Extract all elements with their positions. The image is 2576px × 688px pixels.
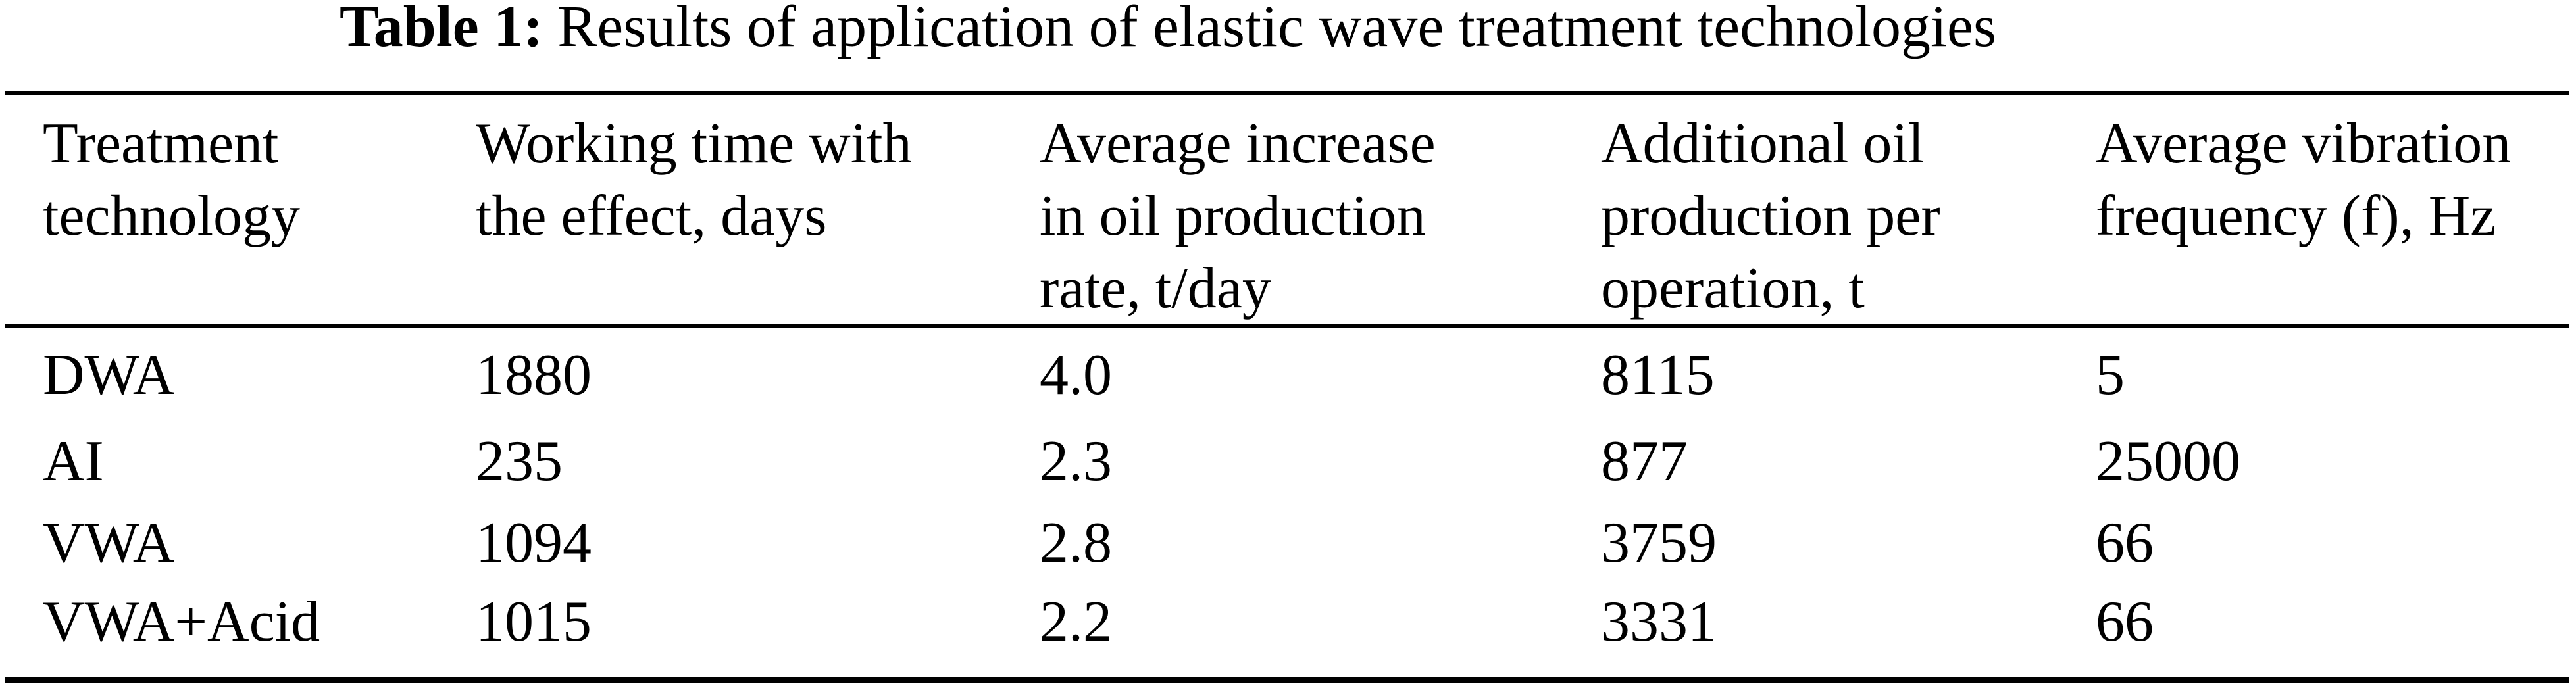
column-header-additional-oil: Additional oil production per operation,…: [1601, 108, 1940, 325]
header-line: operation, t: [1601, 257, 1865, 320]
header-line: in oil production: [1040, 184, 1426, 248]
caption-text: Results of application of elastic wave t…: [557, 0, 1997, 59]
table-top-rule: [5, 91, 2569, 95]
table-cell-working-time: 235: [476, 430, 563, 493]
header-line: the effect, days: [476, 184, 827, 248]
header-line: Treatment: [43, 112, 279, 176]
table-cell-frequency: 66: [2096, 511, 2154, 575]
table-cell-frequency: 66: [2096, 590, 2154, 654]
table-cell-technology: DWA: [43, 343, 175, 407]
table-cell-technology: AI: [43, 430, 104, 493]
header-line: Average increase: [1040, 112, 1436, 176]
table-header-rule: [5, 324, 2569, 328]
table-cell-avg-increase: 2.2: [1040, 590, 1112, 654]
table-cell-working-time: 1094: [476, 511, 592, 575]
table-cell-avg-increase: 4.0: [1040, 343, 1112, 407]
column-header-vibration-frequency: Average vibration frequency (f), Hz: [2096, 108, 2511, 253]
header-line: Working time with: [476, 112, 912, 176]
table-cell-additional-oil: 877: [1601, 430, 1688, 493]
header-line: rate, t/day: [1040, 257, 1271, 320]
table-cell-avg-increase: 2.8: [1040, 511, 1112, 575]
table-caption: Table 1: Results of application of elasti…: [0, 0, 2336, 63]
table-cell-additional-oil: 8115: [1601, 343, 1715, 407]
table-cell-technology: VWA+Acid: [43, 590, 320, 654]
table-cell-additional-oil: 3759: [1601, 511, 1717, 575]
table-cell-additional-oil: 3331: [1601, 590, 1717, 654]
header-line: Additional oil: [1601, 112, 1925, 176]
column-header-treatment-technology: Treatment technology: [43, 108, 300, 253]
caption-label: Table 1:: [339, 0, 543, 59]
table-cell-working-time: 1015: [476, 590, 592, 654]
table-cell-frequency: 25000: [2096, 430, 2240, 493]
table-cell-working-time: 1880: [476, 343, 592, 407]
column-header-working-time: Working time with the effect, days: [476, 108, 912, 253]
table-bottom-rule: [5, 677, 2569, 683]
column-header-average-increase: Average increase in oil production rate,…: [1040, 108, 1436, 325]
header-line: frequency (f), Hz: [2096, 184, 2496, 248]
table-cell-avg-increase: 2.3: [1040, 430, 1112, 493]
table-cell-frequency: 5: [2096, 343, 2125, 407]
header-line: technology: [43, 184, 301, 248]
header-line: production per: [1601, 184, 1940, 248]
header-line: Average vibration: [2096, 112, 2512, 176]
table-cell-technology: VWA: [43, 511, 175, 575]
